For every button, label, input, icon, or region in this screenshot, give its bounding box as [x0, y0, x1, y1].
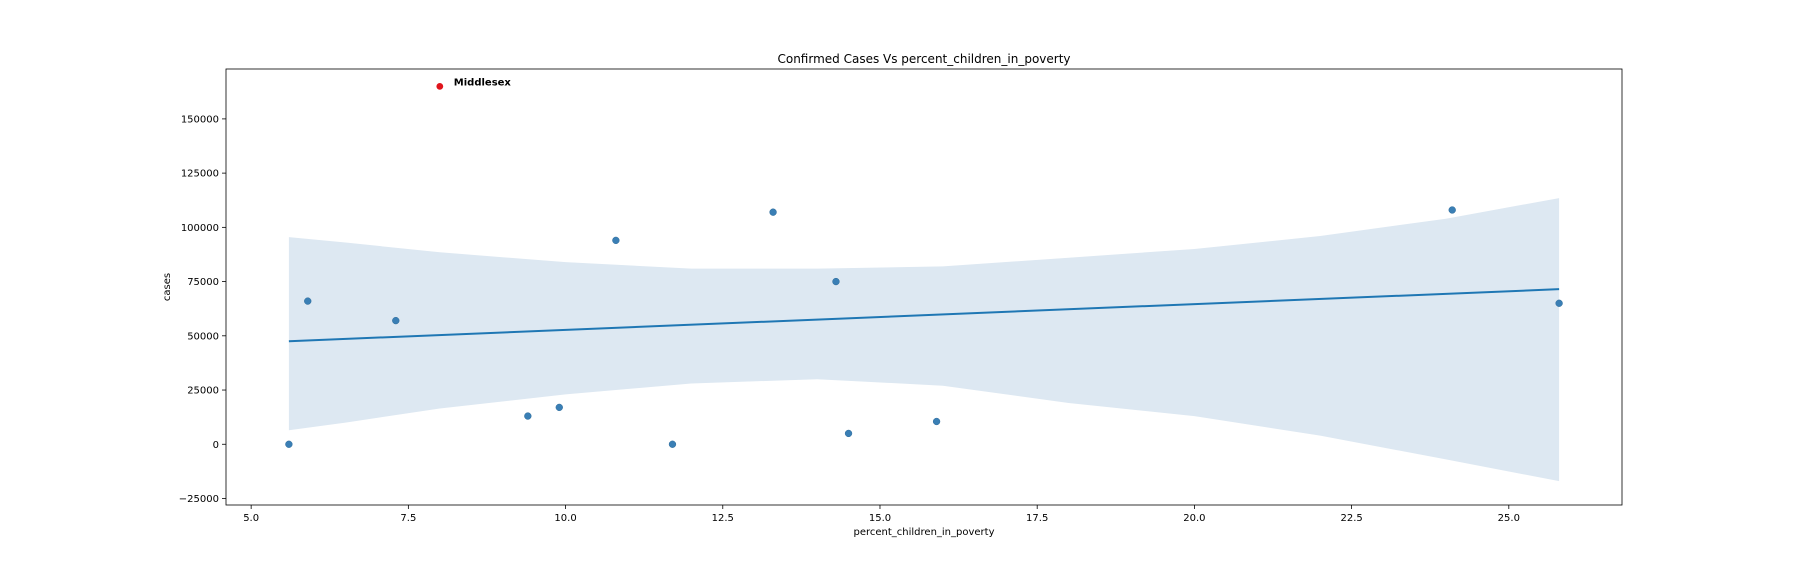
- y-tick-label: 150000: [181, 114, 219, 125]
- y-tick-label: 0: [213, 440, 219, 451]
- data-point: [524, 412, 532, 420]
- y-tick-label: 75000: [187, 277, 219, 288]
- regression-line-layer: [288, 288, 1560, 343]
- chart-title: Confirmed Cases Vs percent_children_in_p…: [777, 52, 1070, 66]
- data-point: [932, 417, 941, 426]
- y-axis-label: cases: [162, 273, 173, 301]
- data-point: [285, 440, 293, 448]
- x-axis-label: percent_children_in_poverty: [853, 527, 994, 538]
- data-point: [392, 316, 400, 325]
- data-point: [555, 403, 563, 412]
- y-tick-label: 25000: [187, 386, 219, 397]
- y-tick-label: −25000: [179, 494, 219, 505]
- x-tick-label: 15.0: [869, 513, 891, 524]
- regression-line: [288, 288, 1560, 343]
- y-tick-label: 125000: [181, 169, 219, 180]
- data-point: [612, 236, 620, 245]
- highlight-point: [436, 82, 444, 90]
- x-tick-label: 17.5: [1026, 513, 1048, 524]
- x-tick-label: 7.5: [400, 513, 416, 524]
- data-point: [769, 208, 777, 216]
- data-point: [832, 277, 840, 286]
- x-tick-label: 22.5: [1340, 513, 1362, 524]
- data-point: [1555, 299, 1563, 307]
- highlight-label: Middlesex: [454, 77, 512, 88]
- x-tick-label: 12.5: [712, 513, 734, 524]
- x-tick-label: 10.0: [554, 513, 576, 524]
- axis-ticks-layer: 5.0 7.5 10.0 12.5 15.0 17.5 20.0 22.5 25.0 −25000…: [179, 114, 1520, 524]
- x-tick-label: 25.0: [1498, 513, 1520, 524]
- plot-frame: [225, 68, 1623, 506]
- x-tick-label: 5.0: [243, 513, 259, 524]
- scatter-points-layer: [285, 206, 1563, 448]
- y-tick-label: 100000: [181, 223, 219, 234]
- confidence-band: [288, 198, 1560, 482]
- confidence-band-layer: [288, 198, 1560, 482]
- y-tick-label: 50000: [187, 331, 219, 342]
- x-tick-label: 20.0: [1183, 513, 1205, 524]
- data-point: [844, 429, 853, 438]
- data-point: [668, 440, 677, 448]
- data-point: [304, 297, 312, 305]
- data-point: [1448, 206, 1456, 214]
